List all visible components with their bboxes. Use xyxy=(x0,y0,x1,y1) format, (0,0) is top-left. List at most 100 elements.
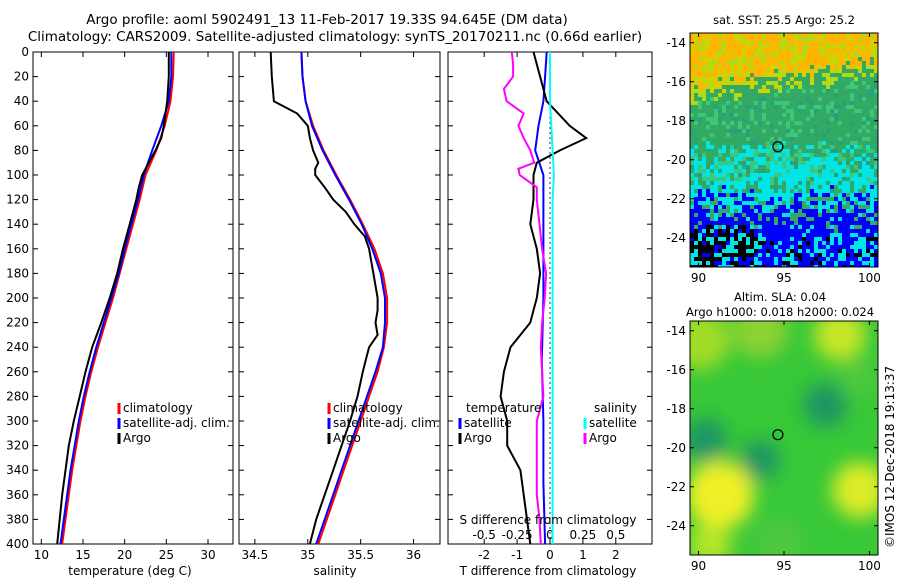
legend-label: satellite-adj. clim. xyxy=(333,416,440,430)
series-argo xyxy=(269,51,379,545)
legend-label: Argo xyxy=(123,431,151,445)
temperature-axis-label: temperature (deg C) xyxy=(68,564,191,578)
y-tick-label: 60 xyxy=(14,119,29,133)
imos-stamp: ©IMOS 12-Dec-2018 19:13:37 xyxy=(883,366,897,548)
series-satellite-adj-clim- xyxy=(59,52,173,545)
y-tick-label: 280 xyxy=(6,389,29,403)
legend-label: Argo xyxy=(333,431,361,445)
y-tick-label: -22 xyxy=(666,192,686,206)
s-tick-label: 0 xyxy=(546,528,554,542)
x-tick-label: 20 xyxy=(117,548,132,562)
argo-location-marker xyxy=(772,429,784,441)
x-tick-label: -2 xyxy=(478,548,490,562)
x-tick-label: 34.5 xyxy=(242,548,269,562)
legend-label: Argo xyxy=(464,431,492,445)
y-tick-label: 360 xyxy=(6,488,29,502)
s-tick-label: 0.25 xyxy=(570,528,597,542)
y-tick-label: 180 xyxy=(6,266,29,280)
y-tick-label: -14 xyxy=(666,324,686,338)
x-tick-label: -1 xyxy=(511,548,523,562)
y-tick-label: 140 xyxy=(6,217,29,231)
x-tick-label: 100 xyxy=(858,271,881,285)
sla-heatmap xyxy=(690,321,878,555)
y-tick-label: 400 xyxy=(6,537,29,551)
plot-frame xyxy=(32,51,234,545)
figure-title-line2: Climatology: CARS2009. Satellite-adjuste… xyxy=(28,29,642,45)
salinity-panel: 34.5 35 35.5 36 xyxy=(238,51,441,562)
plot-frame xyxy=(238,51,441,545)
y-tick-label: -14 xyxy=(666,36,686,50)
y-tick-label: -24 xyxy=(666,519,686,533)
difference-panel: -2 -1 0 1 2 -0.5 -0.25 0 0.25 0.5 xyxy=(447,51,653,562)
sst-map-panel: -14 -16 -18 -20 -22 -24 90 95 100 xyxy=(666,32,881,285)
t-diff-axis-label: T difference from climatology xyxy=(459,564,637,578)
y-tick-label: -16 xyxy=(666,75,686,89)
x-tick-label: 90 xyxy=(691,271,706,285)
series-t-satellite xyxy=(534,51,548,545)
y-tick-label: 40 xyxy=(14,94,29,108)
x-tick-label: 25 xyxy=(159,548,174,562)
sst-heatmap xyxy=(690,33,878,267)
y-tick-label: -18 xyxy=(666,402,686,416)
y-tick-label: 240 xyxy=(6,340,29,354)
y-tick-label: 200 xyxy=(6,291,29,305)
sla-map-title-line1: Altim. SLA: 0.04 xyxy=(734,290,826,304)
series-s-argo xyxy=(502,51,548,545)
y-tick-label: 120 xyxy=(6,193,29,207)
salinity-axis-label: salinity xyxy=(313,564,356,578)
series-s-satellite xyxy=(549,52,555,544)
x-tick-label: 30 xyxy=(200,548,215,562)
series-argo xyxy=(56,52,170,545)
sla-map-panel: -14 -16 -18 -20 -22 -24 90 95 100 xyxy=(666,320,881,573)
temperature-panel: 0 20 40 60 80 100 120 140 160 180 200 220 240 260 280 3… xyxy=(6,45,234,562)
x-tick-label: 100 xyxy=(858,559,881,573)
argo-location-marker xyxy=(772,141,784,153)
y-tick-label: 20 xyxy=(14,70,29,84)
series-t-argo xyxy=(499,51,589,545)
legend-label: Argo xyxy=(589,431,617,445)
y-tick-label: -16 xyxy=(666,363,686,377)
x-tick-label: 2 xyxy=(612,548,620,562)
s-tick-label: -0.25 xyxy=(502,528,533,542)
x-tick-label: 0 xyxy=(546,548,554,562)
y-tick-label: 260 xyxy=(6,365,29,379)
legend-label: satellite-adj. clim. xyxy=(123,416,230,430)
y-tick-label: 300 xyxy=(6,414,29,428)
legend-title: temperature xyxy=(466,401,541,415)
legend-label: satellite xyxy=(589,416,637,430)
x-tick-label: 35 xyxy=(300,548,315,562)
y-tick-label: -22 xyxy=(666,480,686,494)
y-tick-label: 100 xyxy=(6,168,29,182)
y-tick-label: 320 xyxy=(6,439,29,453)
s-diff-axis-label: S difference from climatology xyxy=(460,513,637,527)
y-tick-label: -24 xyxy=(666,231,686,245)
x-tick-label: 35.5 xyxy=(347,548,374,562)
legend-label: climatology xyxy=(333,401,403,415)
figure-title-line1: Argo profile: aoml 5902491_13 11-Feb-201… xyxy=(86,12,568,28)
series-satellite-adj-clim- xyxy=(300,51,386,545)
x-tick-label: 36 xyxy=(406,548,421,562)
y-tick-label: -20 xyxy=(666,153,686,167)
x-tick-label: 90 xyxy=(691,559,706,573)
x-tick-label: 1 xyxy=(579,548,587,562)
legend-label: satellite xyxy=(464,416,512,430)
y-tick-label: 80 xyxy=(14,143,29,157)
x-tick-label: 15 xyxy=(75,548,90,562)
s-tick-label: 0.5 xyxy=(606,528,625,542)
y-tick-label: 380 xyxy=(6,512,29,526)
sla-map-title-line2: Argo h1000: 0.018 h2000: 0.024 xyxy=(686,305,874,319)
sst-map-title: sat. SST: 25.5 Argo: 25.2 xyxy=(713,13,855,27)
x-tick-label: 95 xyxy=(776,559,791,573)
legend-title: salinity xyxy=(594,401,637,415)
y-tick-label: 340 xyxy=(6,463,29,477)
y-tick-label: 160 xyxy=(6,242,29,256)
y-tick-label: -18 xyxy=(666,114,686,128)
x-tick-label: 95 xyxy=(776,271,791,285)
y-tick-label: 220 xyxy=(6,316,29,330)
y-tick-label: -20 xyxy=(666,441,686,455)
x-tick-label: 10 xyxy=(34,548,49,562)
legend-label: climatology xyxy=(123,401,193,415)
y-tick-label: 0 xyxy=(21,45,29,59)
s-tick-label: -0.5 xyxy=(472,528,495,542)
